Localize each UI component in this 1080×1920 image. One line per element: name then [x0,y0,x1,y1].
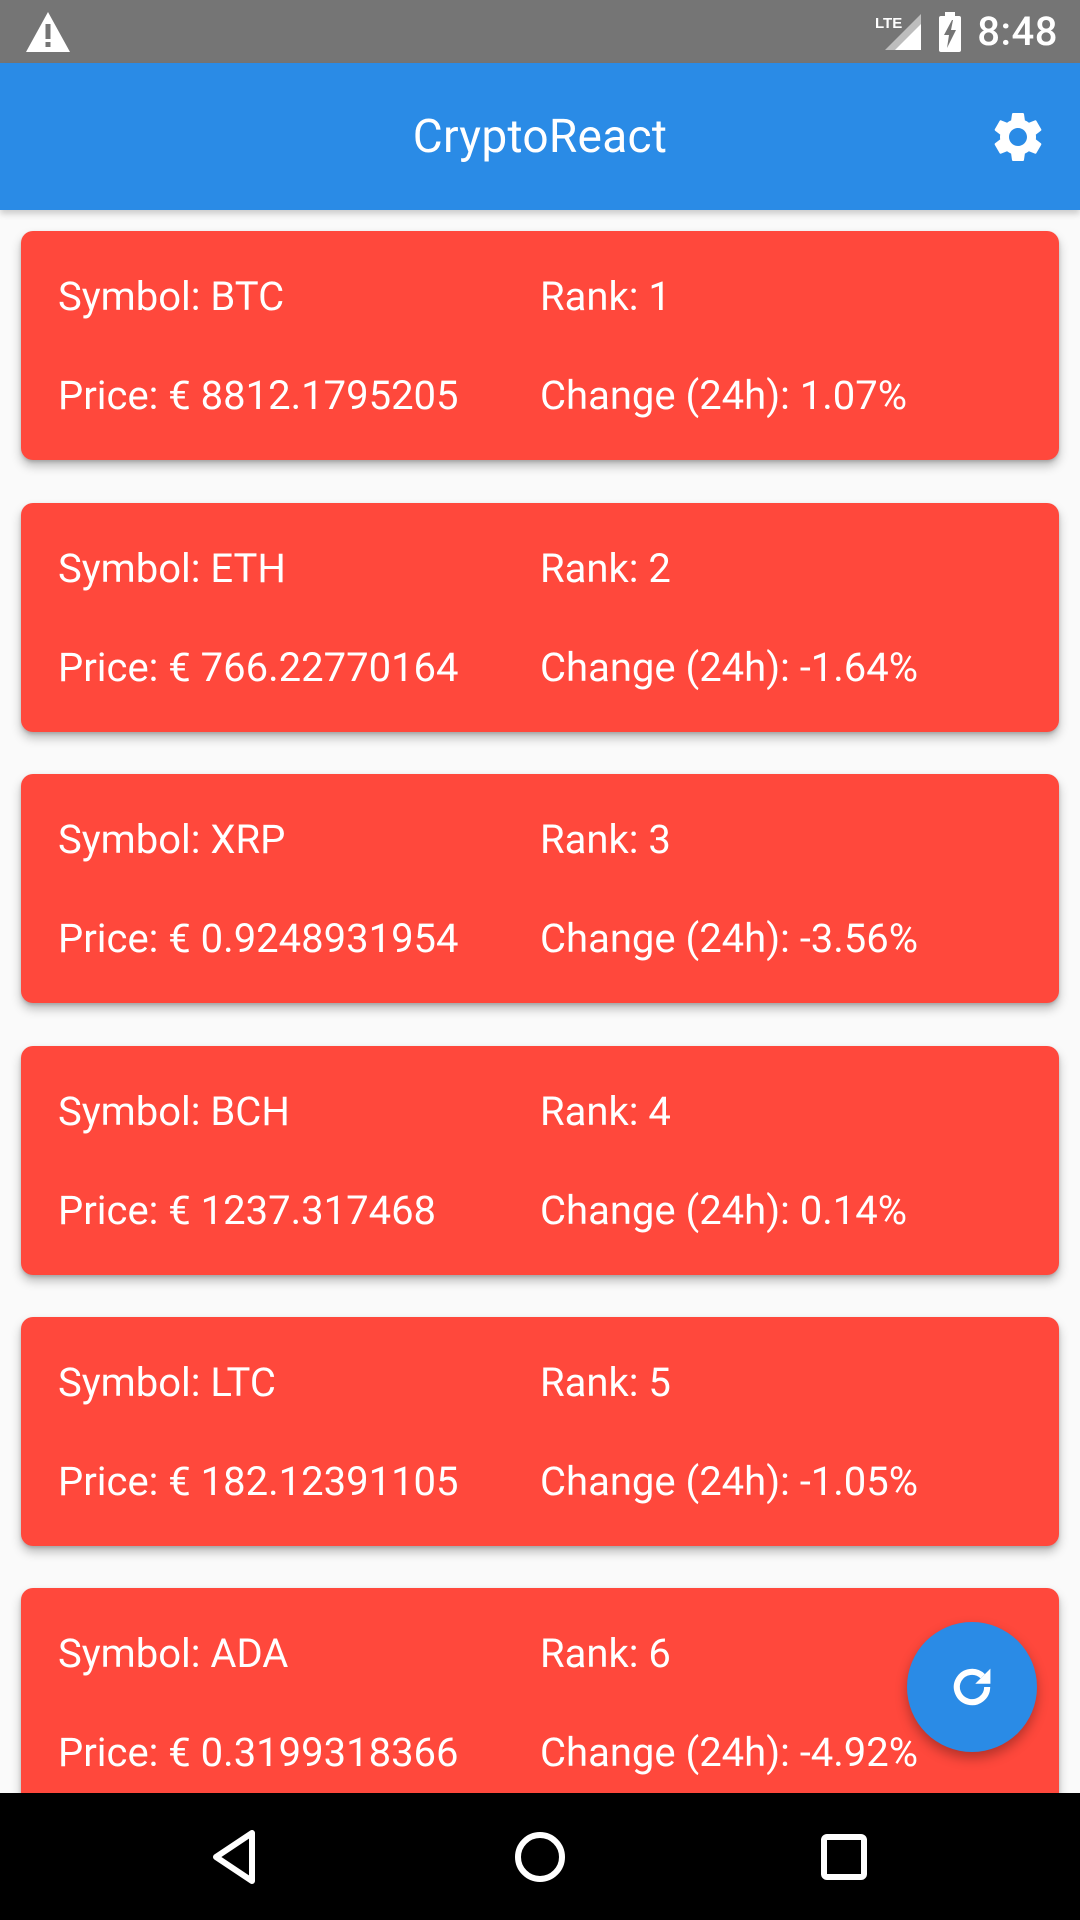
svg-text:LTE: LTE [875,15,902,32]
recent-apps-icon[interactable] [808,1821,880,1893]
coin-symbol: Symbol: XRP [58,816,286,863]
coin-change: Change (24h): -4.92% [540,1729,919,1776]
coin-price: Price: € 182.12391105 [58,1458,459,1505]
coin-price: Price: € 0.3199318366 [58,1729,459,1776]
coin-change: Change (24h): 0.14% [540,1187,908,1234]
coin-symbol: Symbol: BTC [58,273,285,320]
coin-rank: Rank: 6 [540,1630,671,1677]
gear-icon[interactable] [988,107,1048,167]
coin-rank: Rank: 4 [540,1088,671,1135]
coin-card[interactable]: Symbol: BCH Rank: 4 Price: € 1237.317468… [21,1046,1059,1275]
refresh-icon [953,1668,991,1706]
coin-change: Change (24h): -1.05% [540,1458,919,1505]
coin-card[interactable]: Symbol: ETH Rank: 2 Price: € 766.2277016… [21,503,1059,732]
coin-rank: Rank: 1 [540,273,671,320]
clock: 8:48 [977,8,1058,55]
coin-symbol: Symbol: BCH [58,1088,290,1135]
coin-list[interactable]: Symbol: BTC Rank: 1 Price: € 8812.179520… [0,210,1080,1793]
coin-symbol: Symbol: ETH [58,545,286,592]
navigation-bar [0,1793,1080,1920]
coin-price: Price: € 1237.317468 [58,1187,437,1234]
coin-price: Price: € 8812.1795205 [58,372,459,419]
battery-charging-icon [939,11,962,52]
coin-change: Change (24h): 1.07% [540,372,908,419]
signal-icon: LTE [875,13,922,50]
status-icons: LTE 8:48 [875,0,1058,63]
status-bar: LTE 8:48 [0,0,1080,63]
coin-price: Price: € 0.9248931954 [58,915,459,962]
coin-rank: Rank: 3 [540,816,671,863]
coin-symbol: Symbol: ADA [58,1630,289,1677]
coin-symbol: Symbol: LTC [58,1359,276,1406]
warning-icon [26,12,70,52]
coin-card[interactable]: Symbol: ADA Rank: 6 Price: € 0.319931836… [21,1588,1059,1793]
coin-price: Price: € 766.22770164 [58,644,459,691]
coin-change: Change (24h): -3.56% [540,915,919,962]
coin-rank: Rank: 5 [540,1359,671,1406]
app-bar: CryptoReact [0,63,1080,210]
home-icon[interactable] [504,1821,576,1893]
coin-card[interactable]: Symbol: BTC Rank: 1 Price: € 8812.179520… [21,231,1059,460]
coin-card[interactable]: Symbol: LTC Rank: 5 Price: € 182.1239110… [21,1317,1059,1546]
coin-change: Change (24h): -1.64% [540,644,919,691]
app-title: CryptoReact [412,109,668,164]
refresh-button[interactable] [907,1622,1037,1752]
back-icon[interactable] [200,1821,272,1893]
coin-card[interactable]: Symbol: XRP Rank: 3 Price: € 0.924893195… [21,774,1059,1003]
coin-rank: Rank: 2 [540,545,671,592]
